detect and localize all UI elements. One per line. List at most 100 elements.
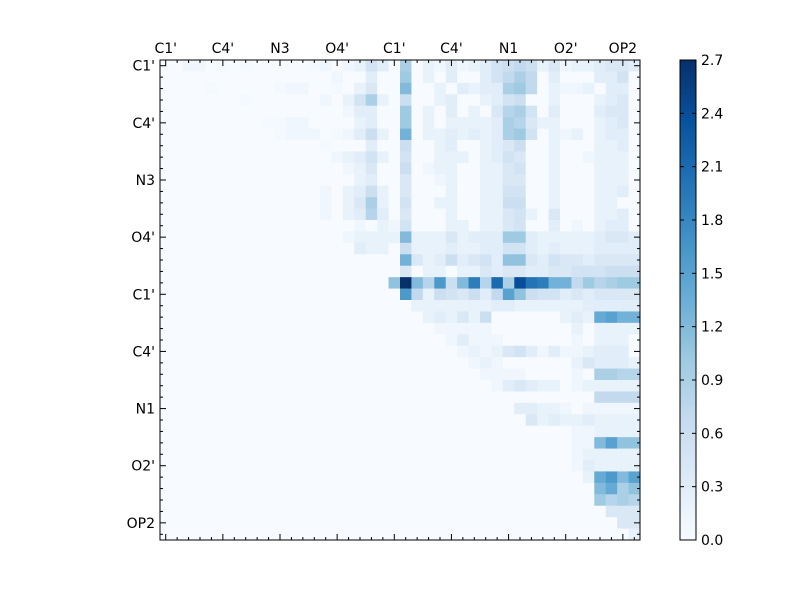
heatmap-cell — [400, 380, 412, 392]
heatmap-cell — [377, 94, 389, 107]
heatmap-cell — [434, 505, 447, 518]
heatmap-cell — [160, 277, 172, 289]
heatmap-cell — [251, 437, 264, 449]
heatmap-cell — [354, 357, 367, 369]
heatmap-cell — [400, 117, 412, 129]
heatmap-cell — [560, 265, 572, 278]
heatmap-cell — [571, 425, 584, 438]
heatmap-cell — [560, 482, 572, 495]
heatmap-cell — [354, 391, 367, 404]
heatmap-cell — [514, 208, 527, 221]
heatmap-cell — [571, 311, 584, 324]
heatmap-cell — [605, 425, 618, 438]
heatmap-cell — [240, 391, 252, 404]
heatmap-cell — [251, 471, 264, 484]
heatmap-cell — [182, 117, 195, 129]
heatmap-cell — [297, 105, 309, 118]
heatmap-cell — [160, 494, 172, 507]
heatmap-cell — [434, 448, 447, 461]
heatmap-cell — [194, 322, 207, 335]
heatmap-cell — [468, 71, 481, 84]
heatmap-cell — [617, 368, 629, 381]
heatmap-cell — [560, 322, 572, 335]
heatmap-cell — [502, 391, 515, 404]
heatmap-cell — [297, 391, 309, 404]
heatmap-cell — [434, 402, 447, 415]
heatmap-cell — [560, 174, 572, 187]
heatmap-cell — [434, 414, 447, 427]
heatmap-cell — [297, 162, 309, 175]
heatmap-cell — [457, 425, 469, 438]
heatmap-cell — [274, 425, 287, 438]
heatmap-cell — [342, 402, 355, 415]
heatmap-cell — [251, 425, 264, 438]
heatmap-cell — [377, 345, 389, 358]
heatmap-cell — [285, 448, 298, 461]
heatmap-cell — [582, 242, 595, 255]
heatmap-cell — [205, 322, 218, 335]
heatmap-cell — [445, 288, 458, 301]
heatmap-cell — [422, 71, 435, 84]
heatmap-cell — [480, 368, 492, 381]
heatmap-cell — [411, 288, 424, 301]
heatmap-cell — [525, 311, 538, 324]
heatmap-cell — [605, 528, 618, 541]
heatmap-cell — [548, 288, 561, 301]
heatmap-cell — [605, 494, 618, 507]
heatmap-cell — [240, 368, 252, 381]
heatmap-cell — [365, 242, 378, 255]
heatmap-cell — [560, 197, 572, 209]
heatmap-cell — [182, 277, 195, 289]
heatmap-cell — [560, 117, 572, 129]
heatmap-cell — [342, 105, 355, 118]
heatmap-cell — [491, 60, 504, 72]
heatmap-cell — [411, 505, 424, 518]
heatmap-cell — [480, 117, 492, 129]
heatmap-cell — [571, 494, 584, 507]
heatmap-cell — [400, 345, 412, 358]
heatmap-cell — [502, 162, 515, 175]
heatmap-cell — [605, 300, 618, 312]
heatmap-cell — [160, 322, 172, 335]
heatmap-cell — [217, 357, 229, 369]
heatmap-cell — [491, 288, 504, 301]
y-ticklabel: C4' — [132, 344, 155, 360]
heatmap-cell — [411, 117, 424, 129]
heatmap-cell — [217, 220, 229, 232]
heatmap-cell — [594, 402, 607, 415]
heatmap-cell — [377, 117, 389, 129]
heatmap-cell — [628, 300, 641, 312]
heatmap-cell — [571, 185, 584, 198]
heatmap-cell — [400, 220, 412, 232]
heatmap-cell — [468, 414, 481, 427]
heatmap-cell — [285, 151, 298, 164]
heatmap-cell — [331, 185, 344, 198]
heatmap-cell — [411, 208, 424, 221]
heatmap-cell — [251, 402, 264, 415]
heatmap-cell — [502, 425, 515, 438]
heatmap-cell — [434, 368, 447, 381]
heatmap-cell — [251, 277, 264, 289]
heatmap-cell — [274, 494, 287, 507]
heatmap-cell — [285, 460, 298, 472]
heatmap-cell — [502, 208, 515, 221]
heatmap-cell — [628, 391, 641, 404]
y-ticklabel: OP2 — [127, 516, 155, 532]
heatmap-cell — [251, 517, 264, 529]
heatmap-cell — [262, 471, 275, 484]
heatmap-cell — [514, 460, 527, 472]
heatmap-cell — [560, 471, 572, 484]
heatmap-cell — [605, 414, 618, 427]
heatmap-cell — [548, 71, 561, 84]
heatmap-cell — [457, 322, 469, 335]
heatmap-cell — [445, 231, 458, 244]
heatmap-cell — [194, 265, 207, 278]
heatmap-cell — [320, 322, 332, 335]
heatmap-cell — [560, 505, 572, 518]
heatmap-cell — [582, 345, 595, 358]
heatmap-cell — [525, 128, 538, 141]
heatmap-cell — [628, 322, 641, 335]
heatmap-cell — [502, 345, 515, 358]
heatmap-cell — [445, 482, 458, 495]
heatmap-cell — [525, 162, 538, 175]
